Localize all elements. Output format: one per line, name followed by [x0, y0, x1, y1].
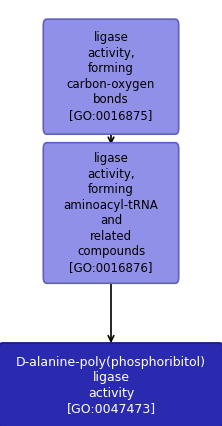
FancyBboxPatch shape: [0, 343, 222, 426]
FancyBboxPatch shape: [43, 19, 179, 134]
Text: ligase
activity,
forming
carbon-oxygen
bonds
[GO:0016875]: ligase activity, forming carbon-oxygen b…: [67, 32, 155, 122]
FancyBboxPatch shape: [43, 143, 179, 283]
Text: ligase
activity,
forming
aminoacyl-tRNA
and
related
compounds
[GO:0016876]: ligase activity, forming aminoacyl-tRNA …: [64, 152, 158, 274]
Text: D-alanine-poly(phosphoribitol)
ligase
activity
[GO:0047473]: D-alanine-poly(phosphoribitol) ligase ac…: [16, 356, 206, 415]
